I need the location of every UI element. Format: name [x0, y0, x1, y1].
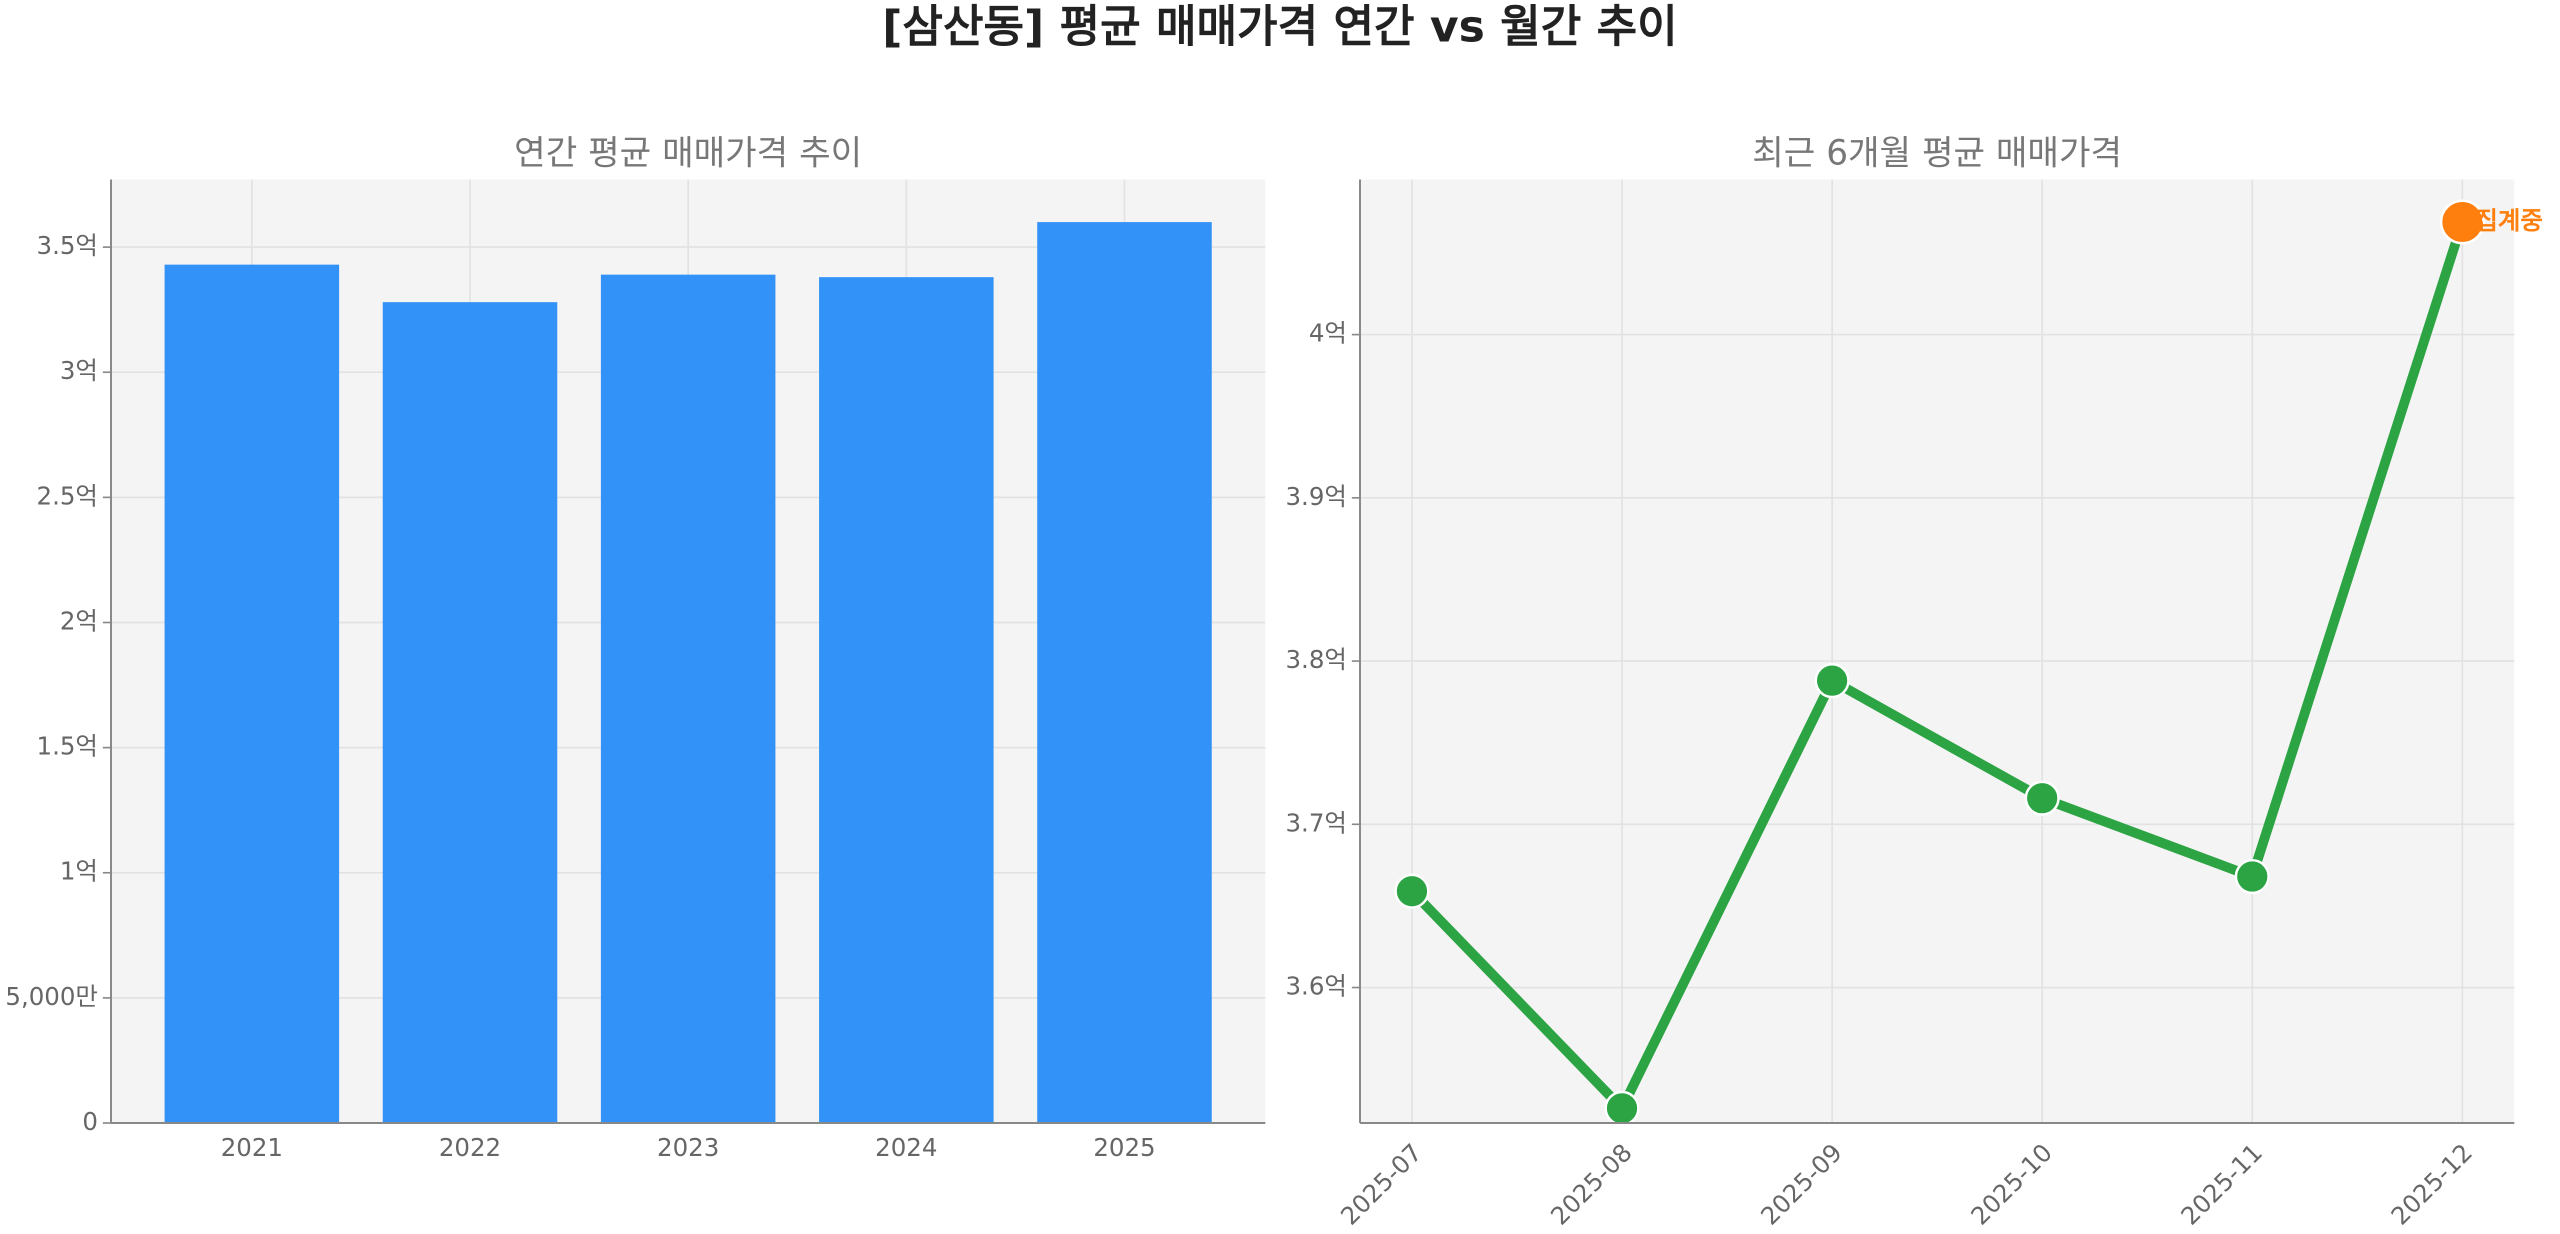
x-tick-label: 2023 — [657, 1133, 719, 1162]
y-tick-label: 3.8억 — [1285, 645, 1346, 674]
y-tick-label: 0 — [82, 1107, 98, 1136]
bar — [382, 302, 558, 1124]
bar — [1037, 222, 1212, 1124]
y-tick-label: 3.7억 — [1285, 808, 1346, 837]
subplot-title: 최근 6개월 평균 매매가격 — [1752, 134, 2122, 174]
x-tick-label: 2025-08 — [1545, 1138, 1638, 1231]
x-tick-label: 2025-09 — [1755, 1138, 1848, 1231]
line — [1408, 220, 2468, 1114]
figure-title: [삼산동] 평균 매매가격 연간 vs 월간 추이 — [882, 1, 1677, 52]
point — [1394, 873, 1430, 909]
y-tick-label: 2.5억 — [37, 481, 98, 510]
plot-background — [1360, 179, 2515, 1124]
x-tick-label: 2025-07 — [1335, 1138, 1428, 1231]
point — [1604, 1090, 1640, 1126]
y-tick-label: 3.5억 — [37, 231, 98, 260]
x-tick-label: 2022 — [439, 1133, 501, 1162]
point — [2024, 780, 2060, 816]
bar — [600, 274, 776, 1124]
x-tick-label: 2024 — [875, 1133, 937, 1162]
x-tick-label: 2021 — [221, 1133, 283, 1162]
y-tick-label: 4억 — [1309, 319, 1347, 348]
point — [1814, 663, 1850, 699]
y-tick-label: 5,000만 — [5, 982, 98, 1011]
x-tick-label: 2025-12 — [2385, 1138, 2478, 1231]
x-tick-label: 2025 — [1093, 1133, 1155, 1162]
y-tick-label: 2억 — [60, 607, 98, 636]
x-tick-label: 2025-10 — [1965, 1138, 2058, 1231]
subplot-title: 연간 평균 매매가격 추이 — [514, 134, 862, 174]
y-tick-label: 3.6억 — [1285, 972, 1346, 1001]
y-tick-label: 3억 — [60, 356, 98, 385]
x-tick-label: 2025-11 — [2175, 1138, 2268, 1231]
point — [2234, 858, 2270, 895]
annotation: 집계중 — [2475, 206, 2543, 235]
bar — [819, 277, 994, 1124]
y-tick-label: 1.5억 — [37, 732, 98, 761]
y-tick-label: 1억 — [60, 857, 98, 886]
highlight-point — [2439, 199, 2485, 245]
bar — [164, 264, 340, 1124]
y-tick-label: 3.9억 — [1285, 482, 1346, 511]
